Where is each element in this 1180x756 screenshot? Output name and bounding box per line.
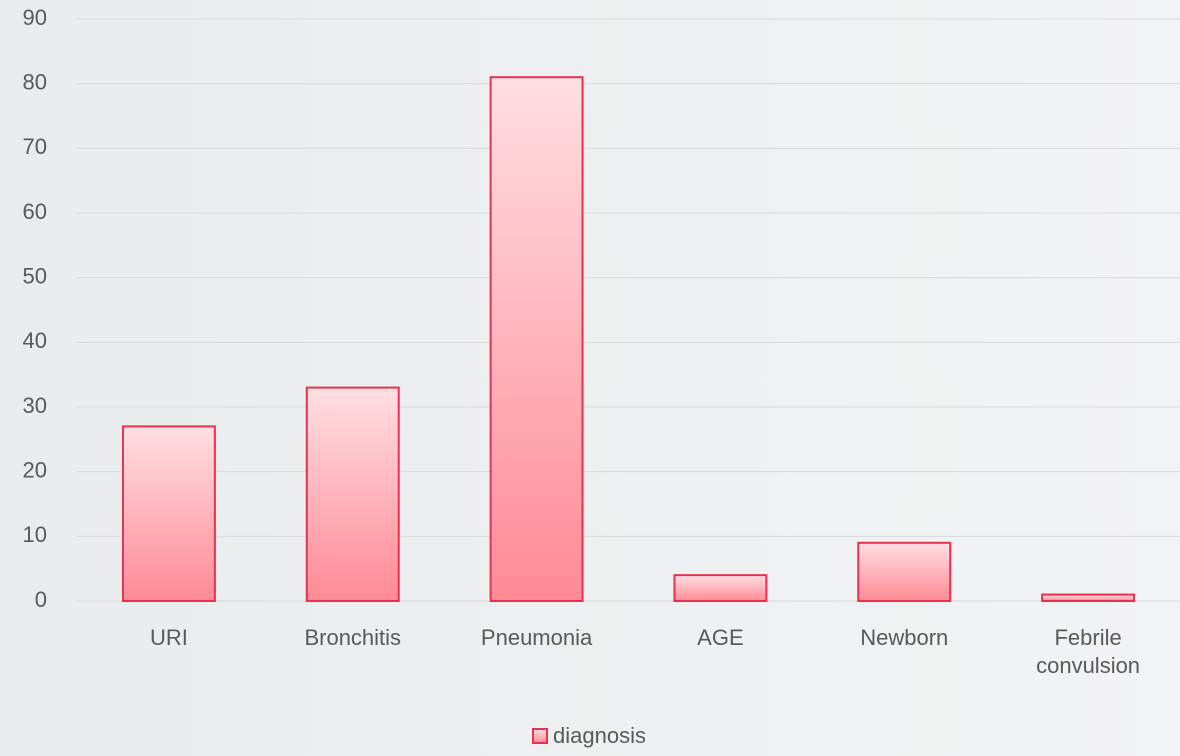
bar — [121, 425, 216, 602]
bar — [489, 76, 584, 602]
bar — [673, 574, 768, 603]
x-tick-label: Newborn — [860, 625, 949, 650]
y-tick-label: 80 — [23, 69, 47, 94]
legend-label: diagnosis — [553, 723, 646, 748]
y-tick-label: 30 — [23, 393, 47, 418]
x-tick-label: Febrile convulsion — [1036, 625, 1141, 678]
y-tick-label: 10 — [23, 522, 47, 547]
bar — [857, 541, 952, 602]
x-tick-label: AGE — [697, 625, 744, 650]
y-tick-label: 20 — [23, 457, 47, 482]
bar — [305, 386, 400, 602]
y-tick-label: 70 — [23, 134, 47, 159]
y-tick-label: 90 — [23, 5, 47, 30]
x-tick-label: URI — [149, 625, 188, 650]
x-tick-label: Pneumonia — [480, 625, 593, 650]
y-tick-label: 0 — [35, 587, 47, 612]
x-tick-label: Bronchitis — [304, 625, 402, 650]
y-tick-label: 40 — [23, 328, 47, 353]
y-tick-label: 60 — [23, 199, 47, 224]
y-tick-label: 50 — [23, 263, 47, 288]
bar — [1041, 593, 1136, 602]
legend-swatch — [532, 728, 548, 744]
